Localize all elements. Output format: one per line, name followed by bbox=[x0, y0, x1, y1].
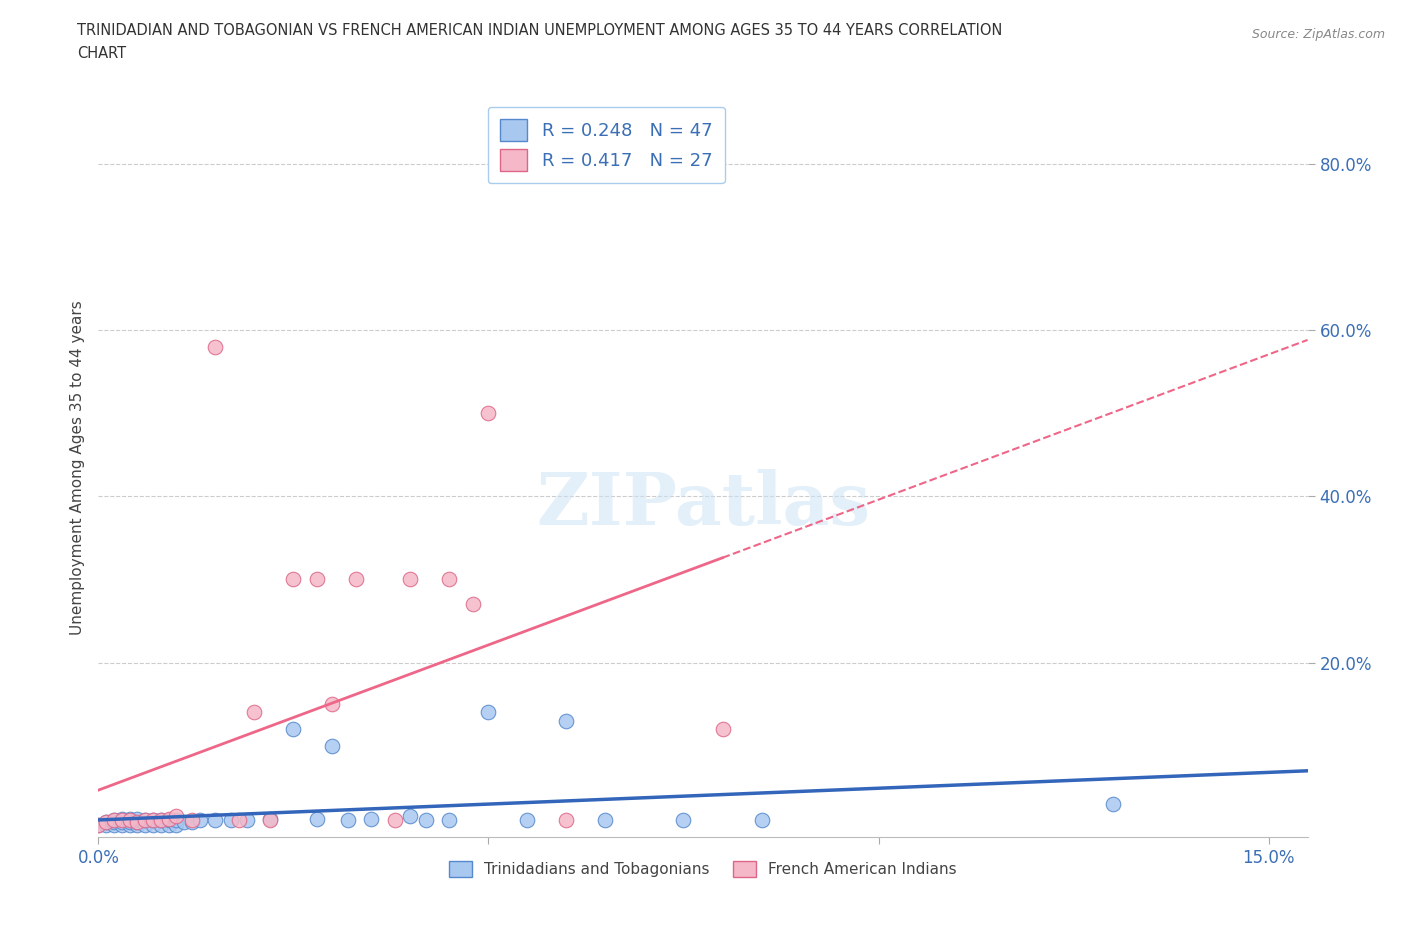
Point bbox=[204, 339, 226, 354]
Point bbox=[399, 572, 422, 587]
Point bbox=[415, 813, 437, 828]
Point bbox=[219, 813, 242, 828]
Point bbox=[283, 722, 305, 737]
Point bbox=[118, 811, 141, 826]
Point bbox=[321, 738, 343, 753]
Point bbox=[173, 815, 195, 830]
Point bbox=[127, 815, 149, 830]
Point bbox=[149, 813, 172, 828]
Point bbox=[672, 813, 695, 828]
Point bbox=[228, 813, 250, 828]
Point bbox=[181, 813, 204, 828]
Point bbox=[118, 817, 141, 832]
Point bbox=[711, 722, 734, 737]
Point bbox=[243, 705, 266, 720]
Point bbox=[149, 817, 172, 832]
Point bbox=[103, 813, 125, 828]
Point bbox=[181, 815, 204, 830]
Text: Source: ZipAtlas.com: Source: ZipAtlas.com bbox=[1251, 28, 1385, 41]
Point bbox=[96, 815, 118, 830]
Y-axis label: Unemployment Among Ages 35 to 44 years: Unemployment Among Ages 35 to 44 years bbox=[69, 300, 84, 634]
Point bbox=[165, 809, 187, 824]
Point bbox=[461, 597, 484, 612]
Point bbox=[118, 815, 141, 830]
Point bbox=[96, 817, 118, 832]
Point bbox=[477, 705, 499, 720]
Point bbox=[235, 813, 257, 828]
Point bbox=[477, 405, 499, 420]
Point bbox=[142, 817, 165, 832]
Point bbox=[111, 817, 134, 832]
Point bbox=[305, 811, 328, 826]
Point bbox=[555, 813, 578, 828]
Point bbox=[305, 572, 328, 587]
Point bbox=[337, 813, 360, 828]
Point bbox=[595, 813, 617, 828]
Point bbox=[384, 813, 406, 828]
Point bbox=[157, 817, 180, 832]
Point bbox=[157, 813, 180, 828]
Point bbox=[259, 811, 281, 826]
Point bbox=[103, 815, 125, 830]
Point bbox=[87, 817, 110, 832]
Point bbox=[344, 572, 367, 587]
Point bbox=[321, 697, 343, 711]
Point bbox=[283, 572, 305, 587]
Legend: Trinidadians and Tobagonians, French American Indians: Trinidadians and Tobagonians, French Ame… bbox=[441, 854, 965, 884]
Point bbox=[149, 813, 172, 828]
Point bbox=[439, 813, 461, 828]
Text: TRINIDADIAN AND TOBAGONIAN VS FRENCH AMERICAN INDIAN UNEMPLOYMENT AMONG AGES 35 : TRINIDADIAN AND TOBAGONIAN VS FRENCH AME… bbox=[77, 23, 1002, 38]
Point bbox=[111, 811, 134, 826]
Text: ZIPatlas: ZIPatlas bbox=[536, 469, 870, 539]
Point bbox=[134, 813, 156, 828]
Point bbox=[118, 813, 141, 828]
Point bbox=[127, 811, 149, 826]
Point bbox=[111, 815, 134, 830]
Point bbox=[516, 813, 538, 828]
Point bbox=[188, 813, 211, 828]
Point bbox=[165, 813, 187, 828]
Point bbox=[103, 813, 125, 828]
Point bbox=[1101, 796, 1123, 811]
Point bbox=[204, 813, 226, 828]
Point bbox=[142, 813, 165, 828]
Point bbox=[259, 813, 281, 828]
Point bbox=[127, 817, 149, 832]
Point bbox=[103, 817, 125, 832]
Point bbox=[134, 817, 156, 832]
Point bbox=[399, 809, 422, 824]
Point bbox=[555, 713, 578, 728]
Point bbox=[127, 815, 149, 830]
Text: CHART: CHART bbox=[77, 46, 127, 61]
Point bbox=[439, 572, 461, 587]
Point bbox=[134, 813, 156, 828]
Point bbox=[165, 817, 187, 832]
Point bbox=[96, 815, 118, 830]
Point bbox=[360, 811, 382, 826]
Point bbox=[751, 813, 773, 828]
Point bbox=[157, 811, 180, 826]
Point bbox=[111, 813, 134, 828]
Point bbox=[142, 813, 165, 828]
Point bbox=[87, 817, 110, 832]
